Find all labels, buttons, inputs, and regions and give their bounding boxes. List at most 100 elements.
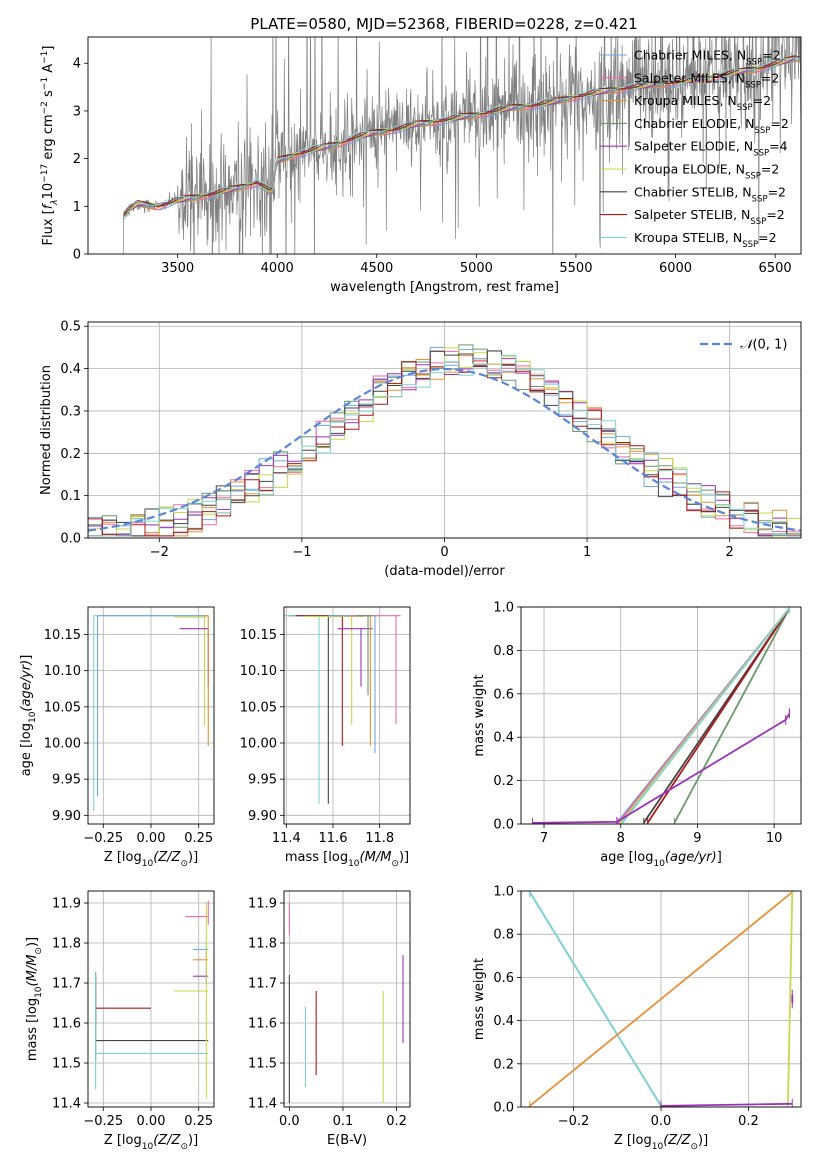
y-tick-label: 0.8 xyxy=(493,644,514,659)
panel-mass_weight_vs_age: 7 8 9 10 0.0 0.2 0.4 0.6 0.8 1.0 age [log10(age/yr… xyxy=(493,601,802,869)
x-axis-label: E(B-V) xyxy=(327,1133,367,1148)
y-tick-label: 1.0 xyxy=(493,885,514,900)
x-axis-label: mass [log10(M/M⊙)] xyxy=(285,850,409,869)
spectrum-model-s_elodie xyxy=(123,56,801,217)
y-tick-label: 0.4 xyxy=(493,1014,514,1029)
panel-spectrum: 3500 4000 4500 5000 5500 6000 6500 0 1 2 3 4 wavelen… xyxy=(73,36,802,295)
x-tick-label: 10 xyxy=(766,831,783,846)
y-tick-label: 0.2 xyxy=(60,447,81,462)
x-tick-label: 11.8 xyxy=(365,831,394,846)
y-tick-label: 0.8 xyxy=(493,928,514,943)
axes-frame xyxy=(87,321,802,539)
x-tick-label: 6000 xyxy=(659,261,692,276)
y-tick-label: 0.6 xyxy=(493,971,514,986)
y-tick-label: 1 xyxy=(73,200,81,215)
x-tick-label: −0.25 xyxy=(83,831,123,846)
panel-age_vs_Z: −0.25 0.00 0.25 9.90 9.95 10.00 10.05 10.10 10.1… xyxy=(44,606,215,869)
x-axis-label: Z [log10(Z/Z⊙)] xyxy=(104,1133,198,1152)
x-tick-label: −2 xyxy=(150,545,169,560)
panel-mass_vs_Z: −0.25 0.00 0.25 11.4 11.5 11.6 11.7 11.8 11.9 Z [… xyxy=(52,890,215,1152)
weight-line-s_elodie xyxy=(660,1102,793,1107)
x-axis-label: (data-model)/error xyxy=(384,564,505,579)
weight-line-k_stelib xyxy=(529,891,662,1107)
x-tick-label: 8 xyxy=(617,831,625,846)
x-tick-label: 0.00 xyxy=(137,1114,166,1129)
figure-title: PLATE=0580, MJD=52368, FIBERID=0228, z=0… xyxy=(250,15,637,33)
legend-label-k_miles: Kroupa MILES, NSSP=2 xyxy=(634,93,771,113)
panel-residuals: −2 −1 0 1 2 0.0 0.1 0.2 0.3 0.4 0.5 (data-model)/er… xyxy=(60,320,802,579)
x-tick-label: 0 xyxy=(440,545,448,560)
y-tick-label: 11.7 xyxy=(248,977,277,992)
spectrum-lines xyxy=(120,37,801,254)
y-tick-label: 10.05 xyxy=(240,700,277,715)
spectrum-observed-line xyxy=(120,37,801,254)
y-tick-label: 0.0 xyxy=(493,818,514,833)
y-tick-label: 9.90 xyxy=(248,809,277,824)
y-tick-label: 0.3 xyxy=(60,404,81,419)
errorbars xyxy=(93,615,209,811)
axes-frame xyxy=(283,606,411,825)
panel-mass_vs_EBV: 0.0 0.1 0.2 11.4 11.5 11.6 11.7 11.8 11.9 E(B-V) xyxy=(248,890,411,1148)
legend-label-gaussian: 𝒩(0, 1) xyxy=(740,338,787,353)
legend-label-s_elodie: Salpeter ELODIE, NSSP=4 xyxy=(634,139,788,159)
weight-lines xyxy=(532,607,791,824)
y-tick-label: 11.7 xyxy=(52,977,81,992)
panel-mass_weight_vs_Z: −0.2 0.0 0.2 0.0 0.2 0.4 0.6 0.8 1.0 Z [log10(Z/Z… xyxy=(493,885,802,1152)
x-axis-label: wavelength [Angstrom, rest frame] xyxy=(330,280,559,295)
y-tick-label: 1.0 xyxy=(493,601,514,616)
y-tick-label: 10.00 xyxy=(44,736,81,751)
y-tick-label: 0.2 xyxy=(493,1057,514,1072)
y-tick-label: 4 xyxy=(73,57,81,72)
axes-frame xyxy=(87,36,802,255)
legend-label-c_elodie: Chabrier ELODIE, NSSP=2 xyxy=(634,116,789,136)
x-tick-label: 2 xyxy=(726,545,734,560)
errorbars xyxy=(95,900,209,1099)
y-tick-label: 9.90 xyxy=(52,809,81,824)
axes-frame xyxy=(283,890,411,1108)
y-tick-label: 10.15 xyxy=(44,628,81,643)
x-tick-label: 5000 xyxy=(460,261,493,276)
y-tick-label: 2 xyxy=(73,152,81,167)
axes-frame xyxy=(520,890,802,1108)
y-tick-label: 10.15 xyxy=(240,628,277,643)
x-tick-label: 7 xyxy=(540,831,548,846)
x-tick-label: 11.6 xyxy=(319,831,348,846)
y-tick-label: 11.5 xyxy=(52,1057,81,1072)
x-tick-label: 0.00 xyxy=(137,831,166,846)
y-tick-label: 0.4 xyxy=(60,362,81,377)
x-tick-label: 4000 xyxy=(261,261,294,276)
y-tick-label: 11.9 xyxy=(52,897,81,912)
y-axis-label: mass weight xyxy=(472,674,487,756)
spectrum-model-k_stelib xyxy=(123,57,801,213)
x-tick-label: −1 xyxy=(292,545,311,560)
y-axis-label: Flux [fλ10−17 erg cm−2 s−1 A−1] xyxy=(40,46,60,246)
legend-label-s_stelib: Salpeter STELIB, NSSP=2 xyxy=(634,207,785,227)
legend-label-c_stelib: Chabrier STELIB, NSSP=2 xyxy=(634,184,786,204)
y-tick-label: 0.2 xyxy=(493,774,514,789)
y-tick-label: 0.1 xyxy=(60,489,81,504)
y-tick-label: 11.4 xyxy=(52,1097,81,1112)
y-tick-label: 10.05 xyxy=(44,700,81,715)
axes-frame xyxy=(520,606,802,825)
x-tick-label: 0.25 xyxy=(184,831,213,846)
gaussian-curve xyxy=(88,367,801,532)
legend-label-c_miles: Chabrier MILES, NSSP=2 xyxy=(634,48,781,68)
x-tick-label: 0.25 xyxy=(184,1114,213,1129)
y-axis-label: age [log10(age/yr)] xyxy=(19,655,38,777)
plot-layer: 3500 4000 4500 5000 5500 6000 6500 0 1 2 3 4 wavelen… xyxy=(19,36,802,1152)
y-tick-label: 11.6 xyxy=(52,1017,81,1032)
axes-frame xyxy=(87,606,215,825)
x-tick-label: −0.25 xyxy=(83,1114,123,1129)
errorbars xyxy=(288,903,404,1103)
weight-line-k_miles xyxy=(529,891,793,1107)
legend-label-k_stelib: Kroupa STELIB, NSSP=2 xyxy=(634,230,777,250)
y-tick-label: 0.6 xyxy=(493,687,514,702)
errorbars xyxy=(284,615,401,804)
histogram-steps xyxy=(88,344,801,537)
x-tick-label: 0.2 xyxy=(386,1114,407,1129)
y-tick-label: 11.6 xyxy=(248,1017,277,1032)
x-tick-label: 0.2 xyxy=(738,1114,759,1129)
